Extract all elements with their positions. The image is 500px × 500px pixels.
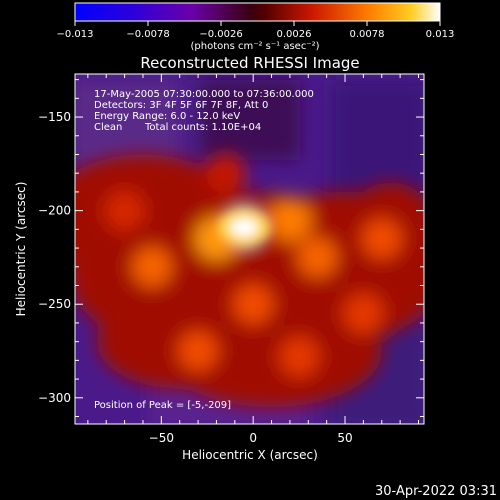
colorbar-tick-label: 0.0078 bbox=[350, 29, 385, 40]
heatmap-cell bbox=[178, 331, 219, 372]
colorbar-tick-label: 0.013 bbox=[426, 29, 455, 40]
heatmap-cell bbox=[205, 153, 246, 194]
timestamp: 30-Apr-2022 03:31 bbox=[375, 484, 497, 499]
info-total-counts: Total counts: 1.10E+04 bbox=[144, 122, 261, 133]
heatmap-cell bbox=[233, 284, 274, 325]
y-tick-label: −150 bbox=[38, 110, 71, 124]
y-axis: −300 −250 −200 −150 bbox=[38, 79, 424, 418]
heatmap-cell bbox=[132, 246, 173, 287]
x-axis: −50 0 50 bbox=[87, 74, 419, 445]
colorbar-unit-label: (photons cm⁻² s⁻¹ asec⁻²) bbox=[190, 41, 319, 52]
colorbar bbox=[74, 2, 441, 22]
heatmap-cell bbox=[343, 293, 384, 334]
colorbar-ticks: −0.013 −0.0078 −0.0026 0.0026 0.0078 0.013 bbox=[56, 21, 454, 40]
colorbar-tick-label: −0.013 bbox=[56, 29, 93, 40]
peak-position-label: Position of Peak = [-5,-209] bbox=[94, 400, 231, 411]
y-tick-label: −300 bbox=[38, 391, 71, 405]
info-method: Clean bbox=[94, 122, 122, 133]
heatmap-cell bbox=[267, 197, 312, 242]
y-tick-label: −250 bbox=[38, 297, 71, 311]
colorbar-tick-label: −0.0026 bbox=[199, 29, 242, 40]
y-tick-label: −200 bbox=[38, 204, 71, 218]
info-time-range: 17-May-2005 07:30:00.000 to 07:36:00.000 bbox=[94, 89, 314, 100]
info-detectors: Detectors: 3F 4F 5F 6F 7F 8F, Att 0 bbox=[94, 100, 268, 111]
chart-title: Reconstructed RHESSI Image bbox=[140, 54, 359, 72]
x-tick-label: −50 bbox=[149, 431, 174, 445]
x-axis-label: Heliocentric X (arcsec) bbox=[182, 448, 318, 462]
heatmap-area bbox=[75, 74, 424, 424]
heatmap-cell bbox=[297, 237, 338, 278]
x-tick-label: 50 bbox=[337, 431, 352, 445]
colorbar-tick-label: 0.0026 bbox=[277, 29, 312, 40]
colorbar-tick-label: −0.0078 bbox=[126, 29, 169, 40]
y-axis-label: Heliocentric Y (arcsec) bbox=[14, 182, 28, 317]
info-block: 17-May-2005 07:30:00.000 to 07:36:00.000… bbox=[94, 89, 314, 133]
plot-frame bbox=[74, 73, 425, 425]
heatmap-cell bbox=[104, 190, 145, 231]
info-energy-range: Energy Range: 6.0 - 12.0 keV bbox=[94, 111, 240, 122]
heatmap-cell bbox=[361, 218, 402, 259]
emission-region bbox=[97, 294, 263, 389]
heatmap-cell bbox=[279, 336, 320, 377]
x-tick-label: 0 bbox=[249, 431, 257, 445]
peak-core bbox=[229, 218, 258, 237]
